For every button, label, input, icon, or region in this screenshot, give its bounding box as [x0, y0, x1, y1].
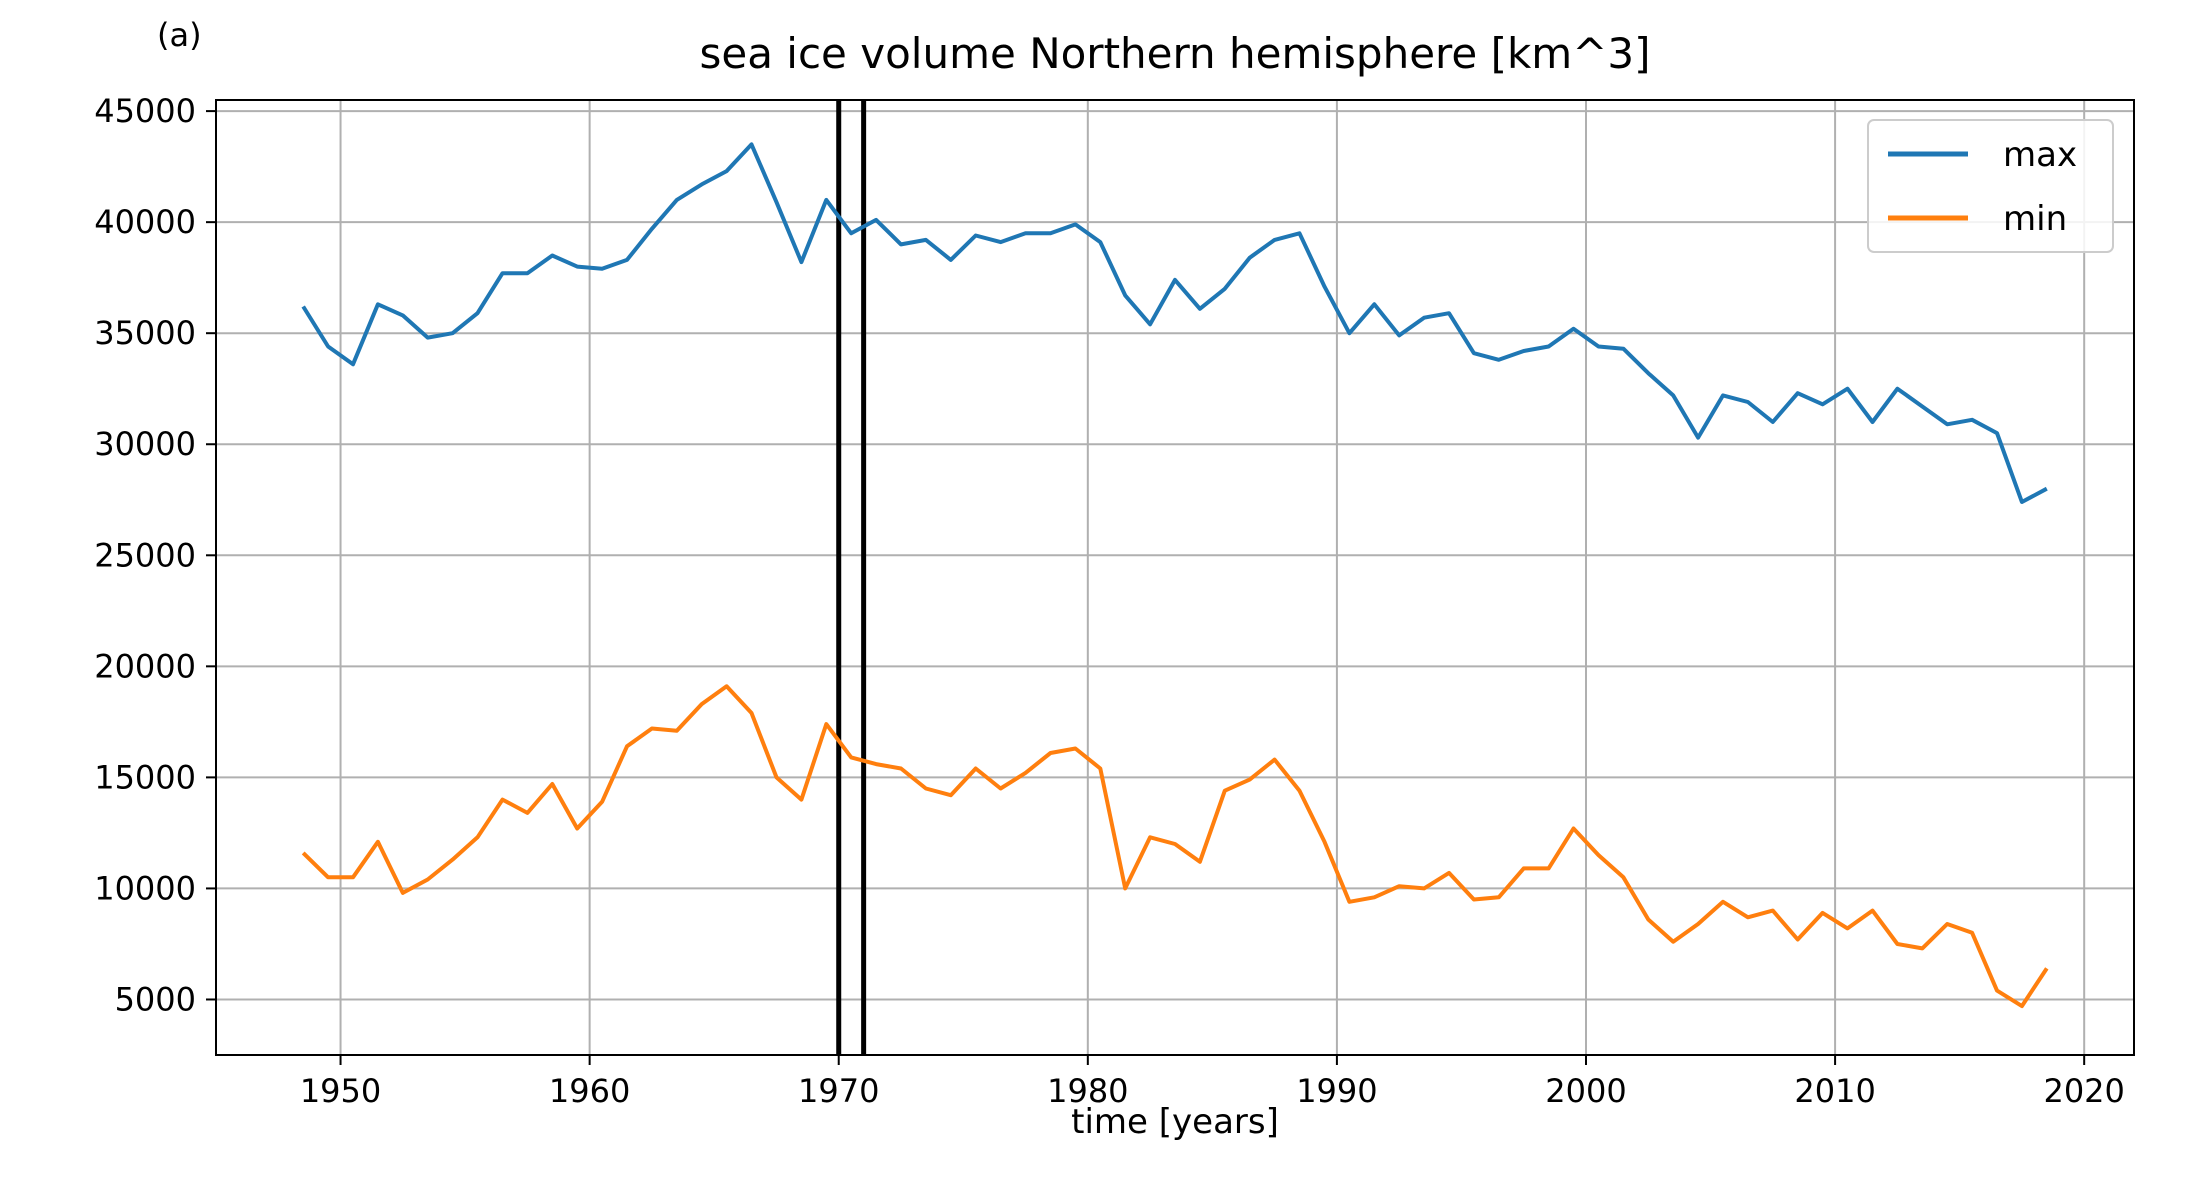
y-tick-label: 20000 — [94, 647, 196, 685]
legend-label-min: min — [2003, 199, 2067, 239]
x-tick-label: 1970 — [798, 1072, 879, 1110]
y-tick-label: 5000 — [115, 980, 196, 1018]
series-lines — [301, 142, 2049, 1009]
legend: max min — [1867, 119, 2114, 253]
x-tick-label: 1980 — [1047, 1072, 1128, 1110]
chart-title: sea ice volume Northern hemisphere [km^3… — [699, 29, 1650, 78]
x-axis-ticks: 1950 1960 1970 1980 1990 2000 2010 2020 — [300, 1055, 2125, 1110]
x-tick-label: 2010 — [1794, 1072, 1875, 1110]
y-tick-label: 10000 — [94, 869, 196, 907]
x-tick-label: 2020 — [2043, 1072, 2124, 1110]
y-axis-ticks: 5000 10000 15000 20000 25000 30000 35000 40000 4… — [94, 92, 216, 1018]
vertical-markers — [836, 100, 867, 1055]
x-tick-label: 1950 — [300, 1072, 381, 1110]
grid — [216, 100, 2134, 1055]
series-line-min — [301, 684, 2049, 1009]
x-axis-label: time [years] — [1071, 1102, 1279, 1142]
legend-label-max: max — [2003, 135, 2077, 175]
y-tick-label: 45000 — [94, 92, 196, 130]
x-tick-label: 2000 — [1545, 1072, 1626, 1110]
series-line-max — [301, 142, 2048, 504]
panel-label: (a) — [157, 16, 202, 54]
plot-frame — [215, 99, 2135, 1056]
y-tick-label: 30000 — [94, 425, 196, 463]
x-tick-label: 1990 — [1296, 1072, 1377, 1110]
y-tick-label: 35000 — [94, 314, 196, 352]
y-tick-label: 40000 — [94, 203, 196, 241]
y-tick-label: 15000 — [94, 758, 196, 796]
x-tick-label: 1960 — [549, 1072, 630, 1110]
y-tick-label: 25000 — [94, 536, 196, 574]
